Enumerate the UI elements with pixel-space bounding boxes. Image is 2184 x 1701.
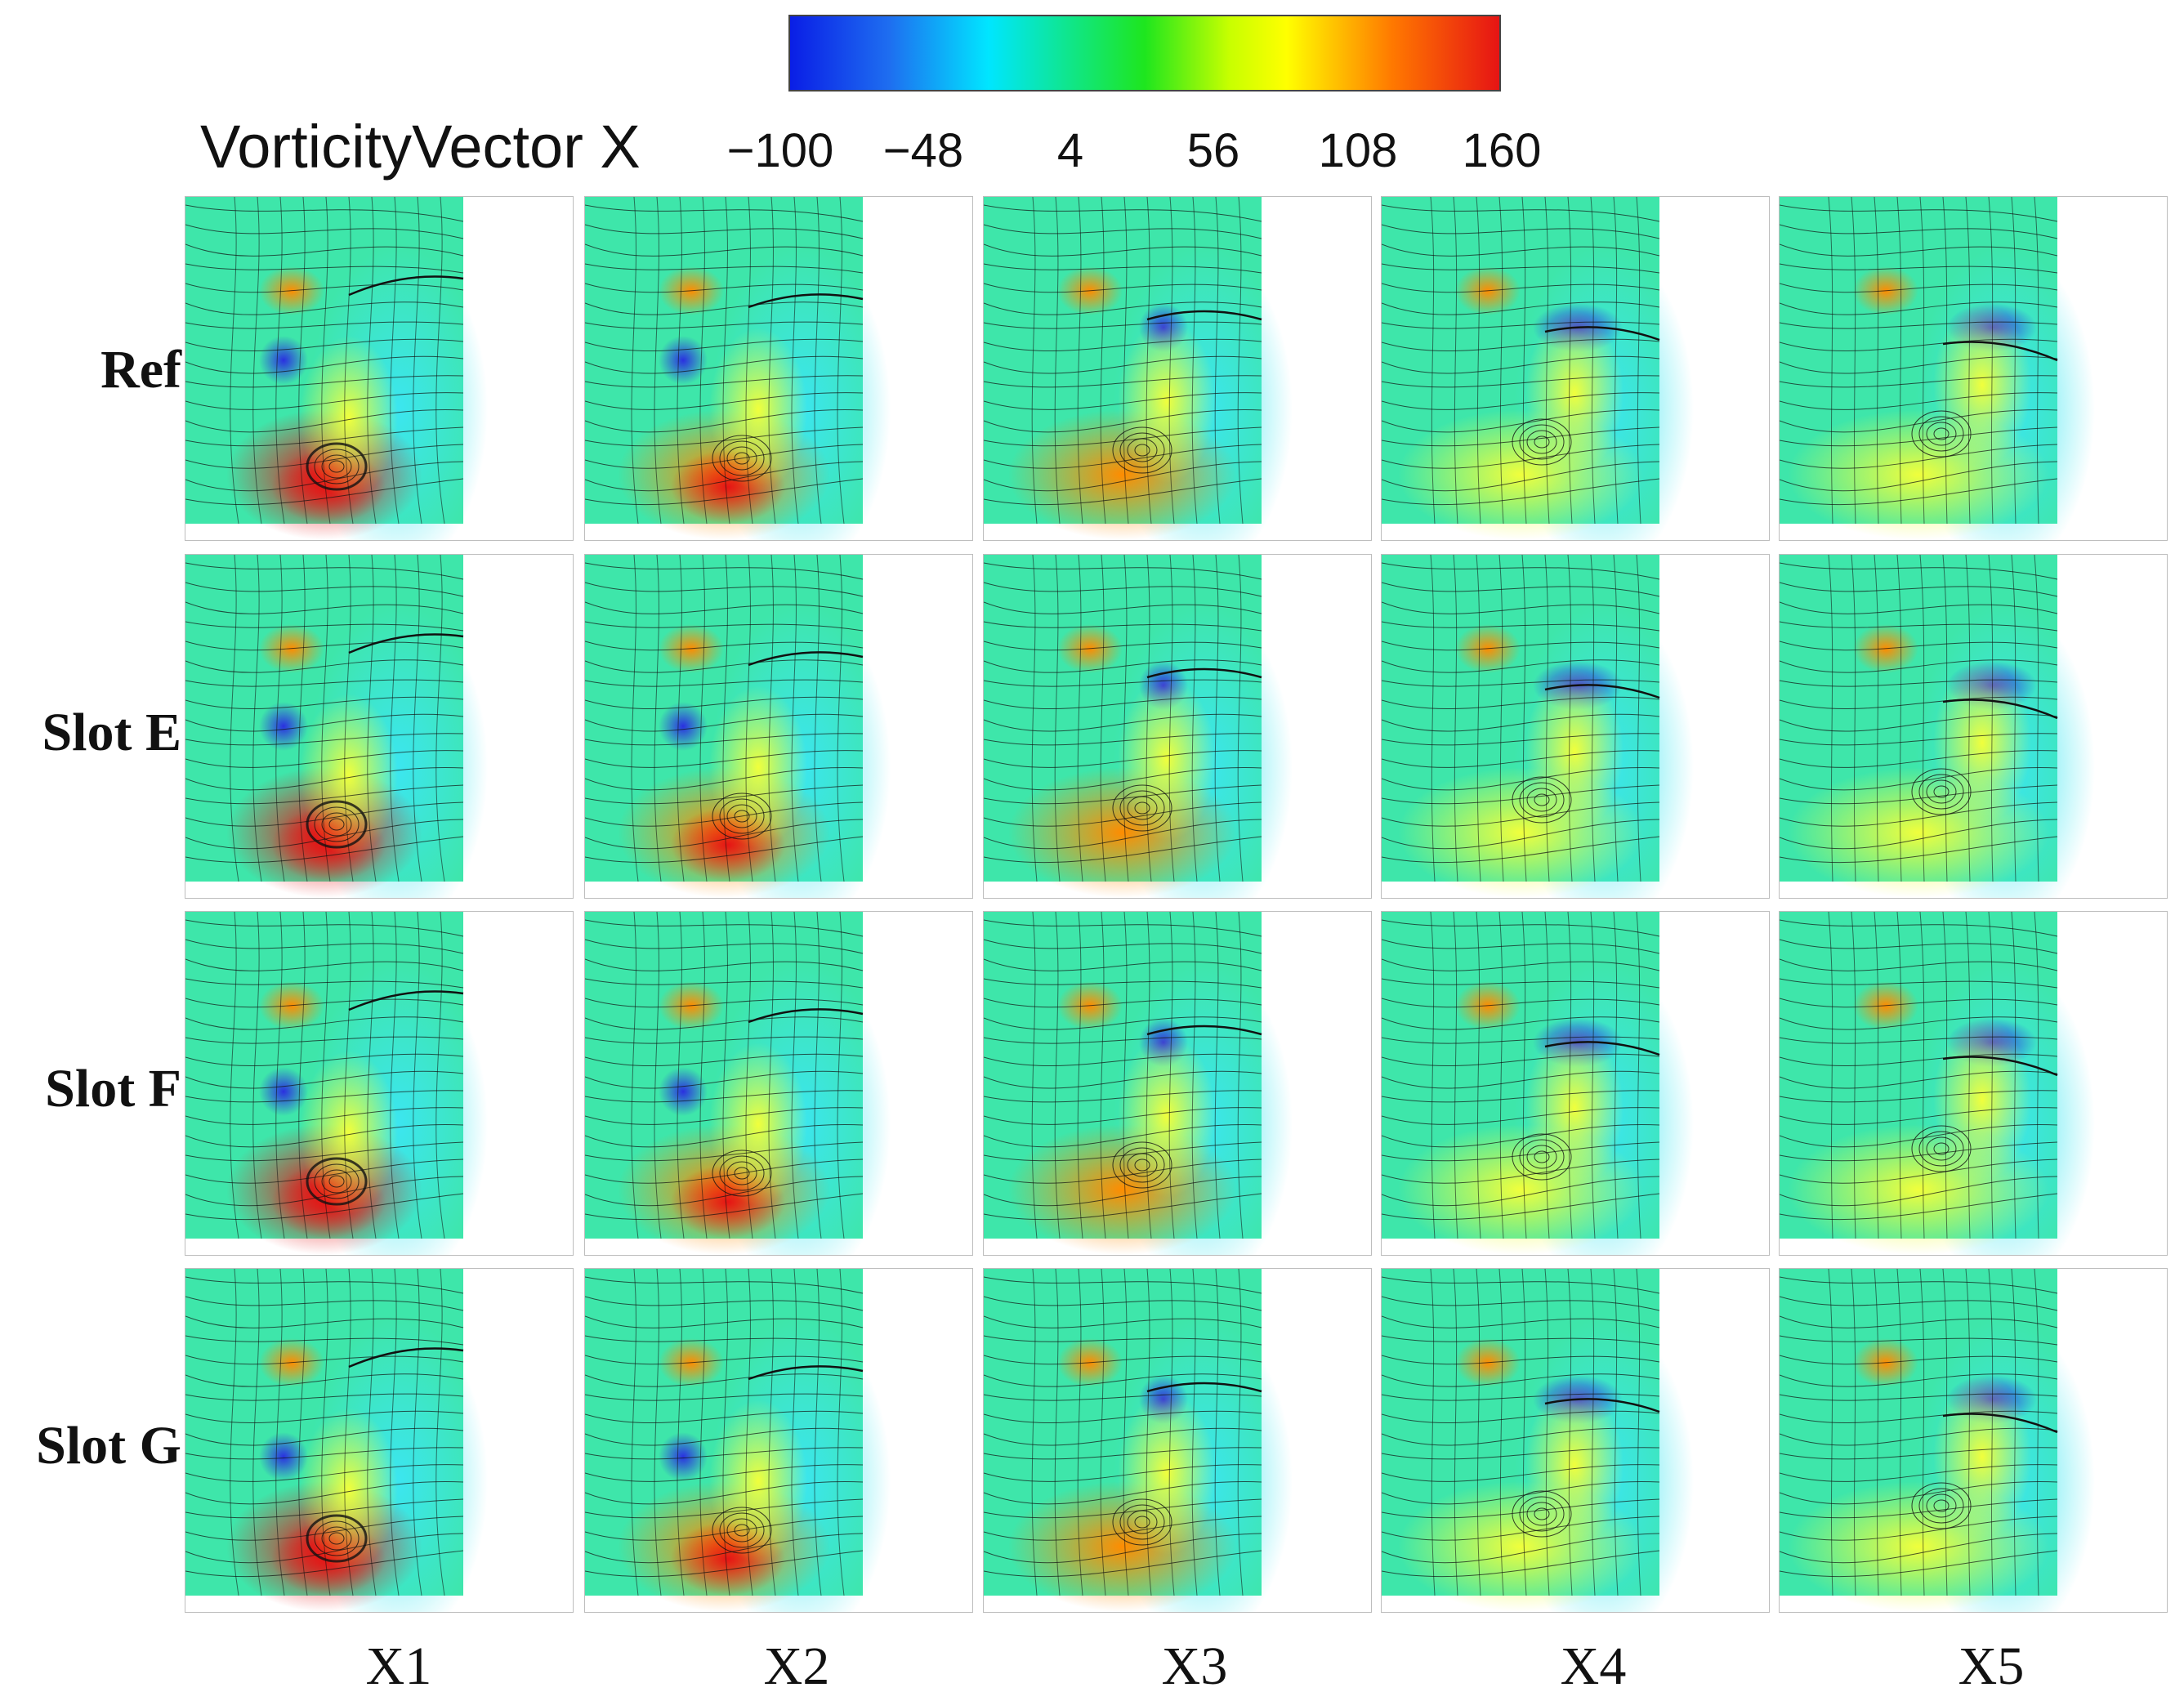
vorticity-field [185, 555, 488, 898]
vorticity-panel [584, 554, 973, 899]
vorticity-panel [1381, 196, 1770, 541]
vorticity-panel [1779, 196, 2168, 541]
vorticity-field [585, 555, 891, 898]
vorticity-field [1780, 555, 2095, 898]
row-label-slot-e: Slot E [42, 703, 181, 762]
row-label-slot-g: Slot G [36, 1416, 181, 1476]
vorticity-field [185, 1269, 488, 1612]
column-label-x5: X5 [1958, 1636, 2025, 1696]
vorticity-panel [983, 911, 1372, 1256]
vorticity-field [1382, 555, 1694, 898]
row-label-slot-f: Slot F [45, 1059, 181, 1118]
vorticity-panel [1381, 1268, 1770, 1613]
vorticity-field [984, 1269, 1293, 1612]
vorticity-panel [1381, 911, 1770, 1256]
vorticity-panel [185, 911, 574, 1256]
vorticity-field [1382, 1269, 1694, 1612]
vorticity-panel [584, 1268, 973, 1613]
vorticity-panel [584, 911, 973, 1256]
column-label-x4: X4 [1560, 1636, 1627, 1696]
colorbar-tick: 160 [1462, 124, 1542, 177]
vorticity-panel [584, 196, 973, 541]
vorticity-field [1780, 1269, 2095, 1612]
vorticity-panel [1779, 1268, 2168, 1613]
vorticity-panel [983, 554, 1372, 899]
vorticity-field [1780, 197, 2095, 540]
vorticity-panel [185, 196, 574, 541]
vorticity-panel [983, 1268, 1372, 1613]
colorbar-title: VorticityVector X [200, 113, 641, 181]
colorbar-tick: 56 [1186, 124, 1240, 177]
vorticity-field [1382, 912, 1694, 1255]
vorticity-field [585, 912, 891, 1255]
colorbar [788, 15, 1501, 92]
vorticity-field [185, 912, 488, 1255]
vorticity-panel [1779, 554, 2168, 899]
colorbar-tick: −48 [882, 124, 964, 177]
colorbar-tick: 108 [1318, 124, 1398, 177]
vorticity-panel [1779, 911, 2168, 1256]
column-label-x3: X3 [1161, 1636, 1228, 1696]
vorticity-field [585, 197, 891, 540]
vorticity-panel [185, 554, 574, 899]
vorticity-panel [1381, 554, 1770, 899]
column-label-x2: X2 [763, 1636, 830, 1696]
vorticity-panel [185, 1268, 574, 1613]
vorticity-field [984, 197, 1293, 540]
vorticity-field [984, 912, 1293, 1255]
vorticity-field [1780, 912, 2095, 1255]
vorticity-field [185, 197, 488, 540]
column-label-x1: X1 [365, 1636, 432, 1696]
colorbar-tick: −100 [726, 124, 834, 177]
row-label-ref: Ref [100, 340, 181, 400]
vorticity-field [1382, 197, 1694, 540]
vorticity-field [984, 555, 1293, 898]
colorbar-tick: 4 [1056, 124, 1084, 177]
vorticity-field [585, 1269, 891, 1612]
vorticity-panel [983, 196, 1372, 541]
